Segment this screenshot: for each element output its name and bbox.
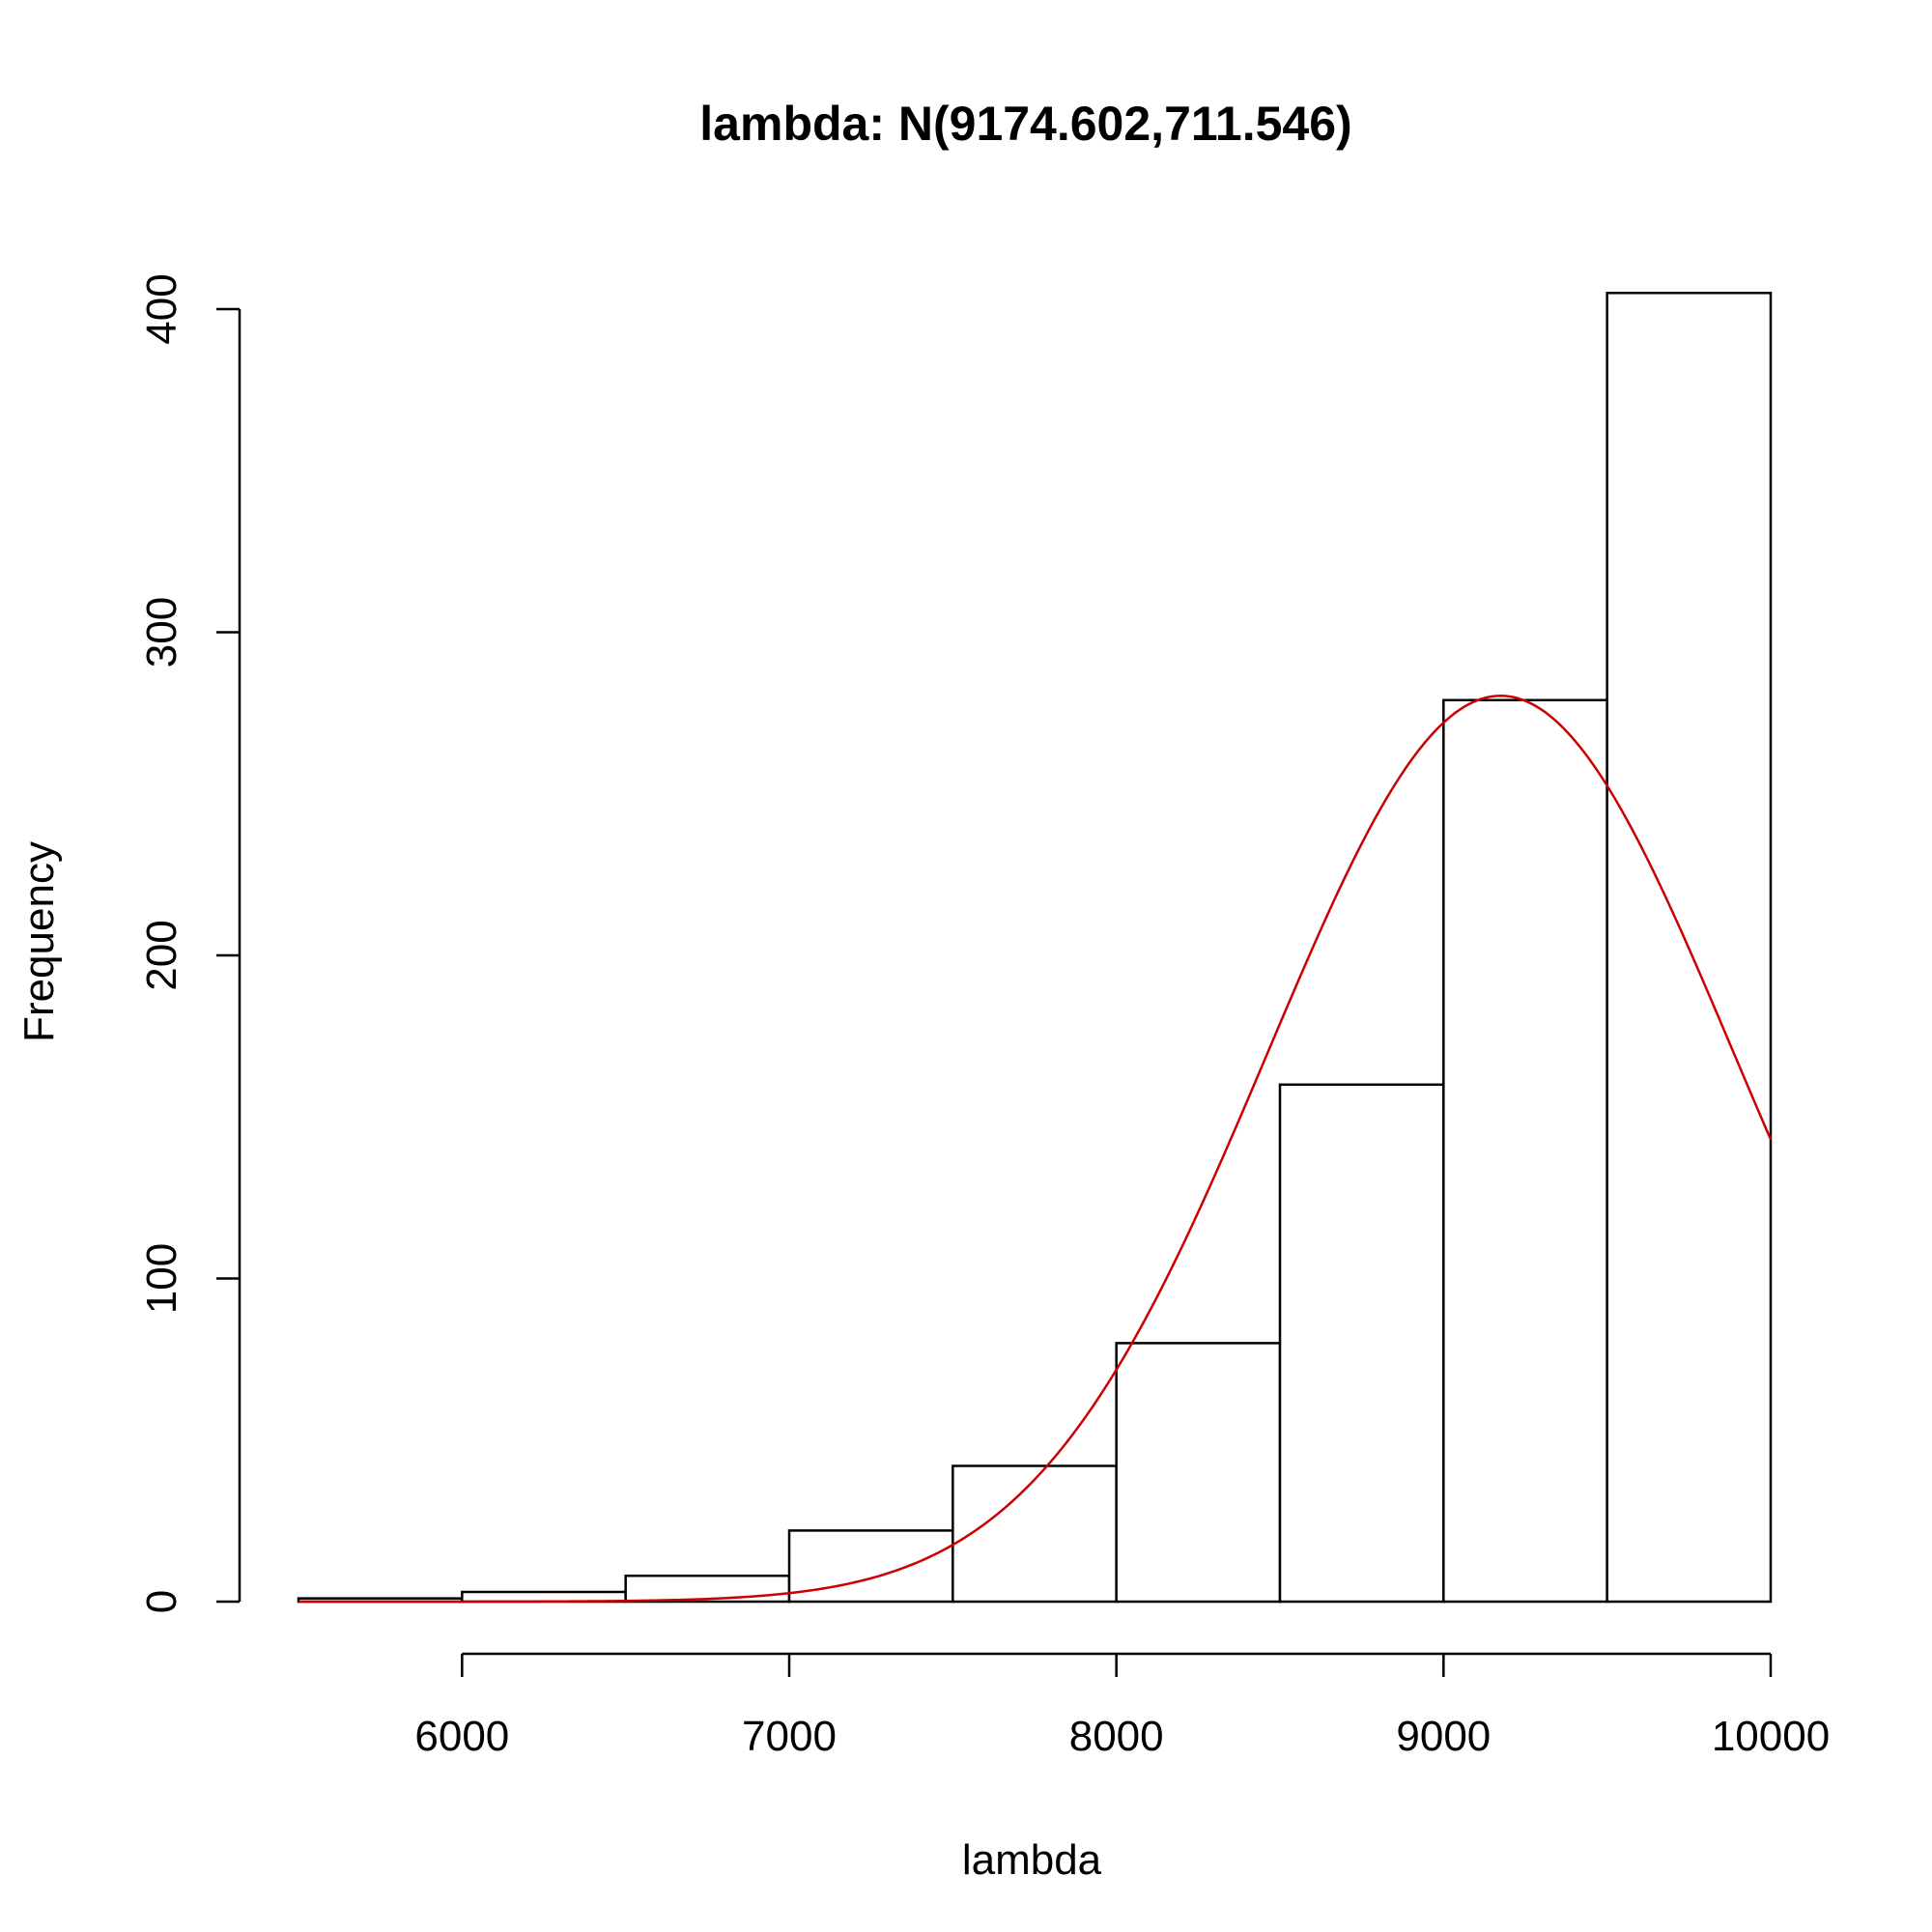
- x-tick-label: 7000: [742, 1713, 837, 1760]
- histogram-bar: [1442, 698, 1608, 1604]
- density-curve-group: [298, 695, 1773, 1604]
- histogram-bar: [1278, 1083, 1445, 1604]
- y-tick-label: 200: [138, 920, 185, 990]
- x-axis-label: lambda: [962, 1836, 1102, 1884]
- x-tick-label: 6000: [414, 1713, 509, 1760]
- y-tick-label: 0: [138, 1590, 185, 1613]
- y-tick-label: 100: [138, 1243, 185, 1314]
- histogram-bar: [624, 1574, 791, 1604]
- normal-density-curve: [298, 695, 1773, 1604]
- x-axis: 6000 7000 8000 9000 10000: [414, 1652, 1830, 1760]
- x-tick-label: 8000: [1069, 1713, 1164, 1760]
- bars-group: [297, 292, 1773, 1604]
- x-tick-label: 9000: [1396, 1713, 1491, 1760]
- y-tick-label: 400: [138, 273, 185, 344]
- x-tick-label: 10000: [1712, 1713, 1830, 1760]
- chart-title: lambda: N(9174.602,711.546): [699, 97, 1351, 151]
- histogram-bar: [1115, 1342, 1282, 1604]
- y-axis: 0 100 200 300 400: [138, 273, 242, 1613]
- histogram-bar: [952, 1464, 1118, 1604]
- y-tick-label: 300: [138, 597, 185, 668]
- y-axis-label: Frequency: [15, 841, 63, 1042]
